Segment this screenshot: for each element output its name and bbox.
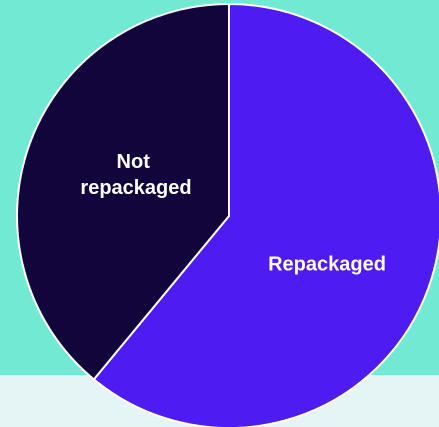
slice-label-not-line-1: Not [117,151,151,173]
pie-slice-not-repackaged [16,3,230,381]
slice-label-not-line-2: repackaged [80,177,191,199]
pie-labels: Repackaged Not repackaged [80,151,386,275]
slice-label-not-repackaged: Not repackaged [80,151,191,199]
pie-slice-repackaged [92,3,439,427]
slice-label-repackaged: Repackaged [268,253,386,275]
pie-slices [16,3,439,427]
